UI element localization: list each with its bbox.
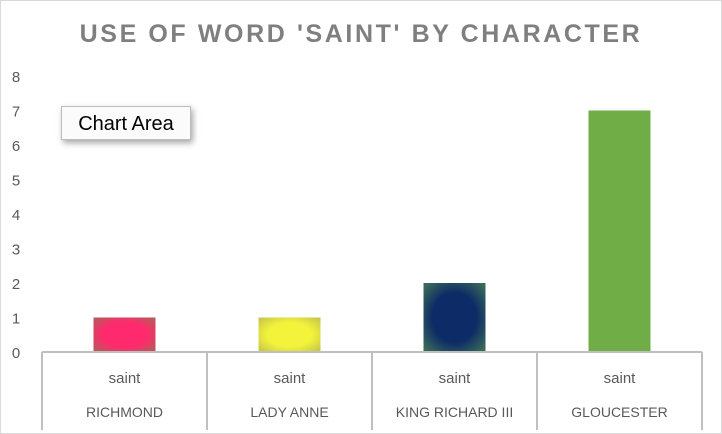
x-tick-label-word: saint — [439, 370, 472, 387]
y-tick-label: 5 — [12, 173, 20, 190]
x-tick-label-word: saint — [274, 370, 307, 387]
bar-gloucester[interactable] — [588, 110, 651, 353]
chart-title: USE OF WORD 'SAINT' BY CHARACTER — [79, 20, 643, 48]
y-tick-label: 1 — [12, 311, 20, 328]
y-axis-ticks: 0 1 2 3 4 5 6 7 8 — [12, 69, 20, 362]
bar-richmond[interactable] — [93, 317, 156, 353]
y-tick-label: 7 — [12, 104, 20, 121]
x-tick-label-word: saint — [109, 370, 142, 387]
bar-king-richard-iii[interactable] — [423, 283, 486, 352]
x-tick-label-word: saint — [604, 370, 637, 387]
x-tick-label-character: LADY ANNE — [250, 404, 328, 420]
chart-area-tooltip: Chart Area — [61, 106, 191, 140]
y-tick-label: 8 — [12, 69, 20, 86]
y-tick-label: 2 — [12, 276, 20, 293]
y-tick-label: 3 — [12, 242, 20, 259]
bars — [93, 110, 651, 353]
x-tick-label-character: KING RICHARD III — [396, 404, 513, 420]
x-axis: saint RICHMOND saint LADY ANNE saint KING RIC… — [41, 351, 703, 430]
y-tick-label: 4 — [12, 207, 20, 224]
x-tick-label-character: RICHMOND — [86, 404, 163, 420]
bar-lady-anne[interactable] — [258, 317, 321, 353]
x-tick-label-character: GLOUCESTER — [571, 404, 667, 420]
y-tick-label: 0 — [12, 345, 20, 362]
y-tick-label: 6 — [12, 138, 20, 155]
